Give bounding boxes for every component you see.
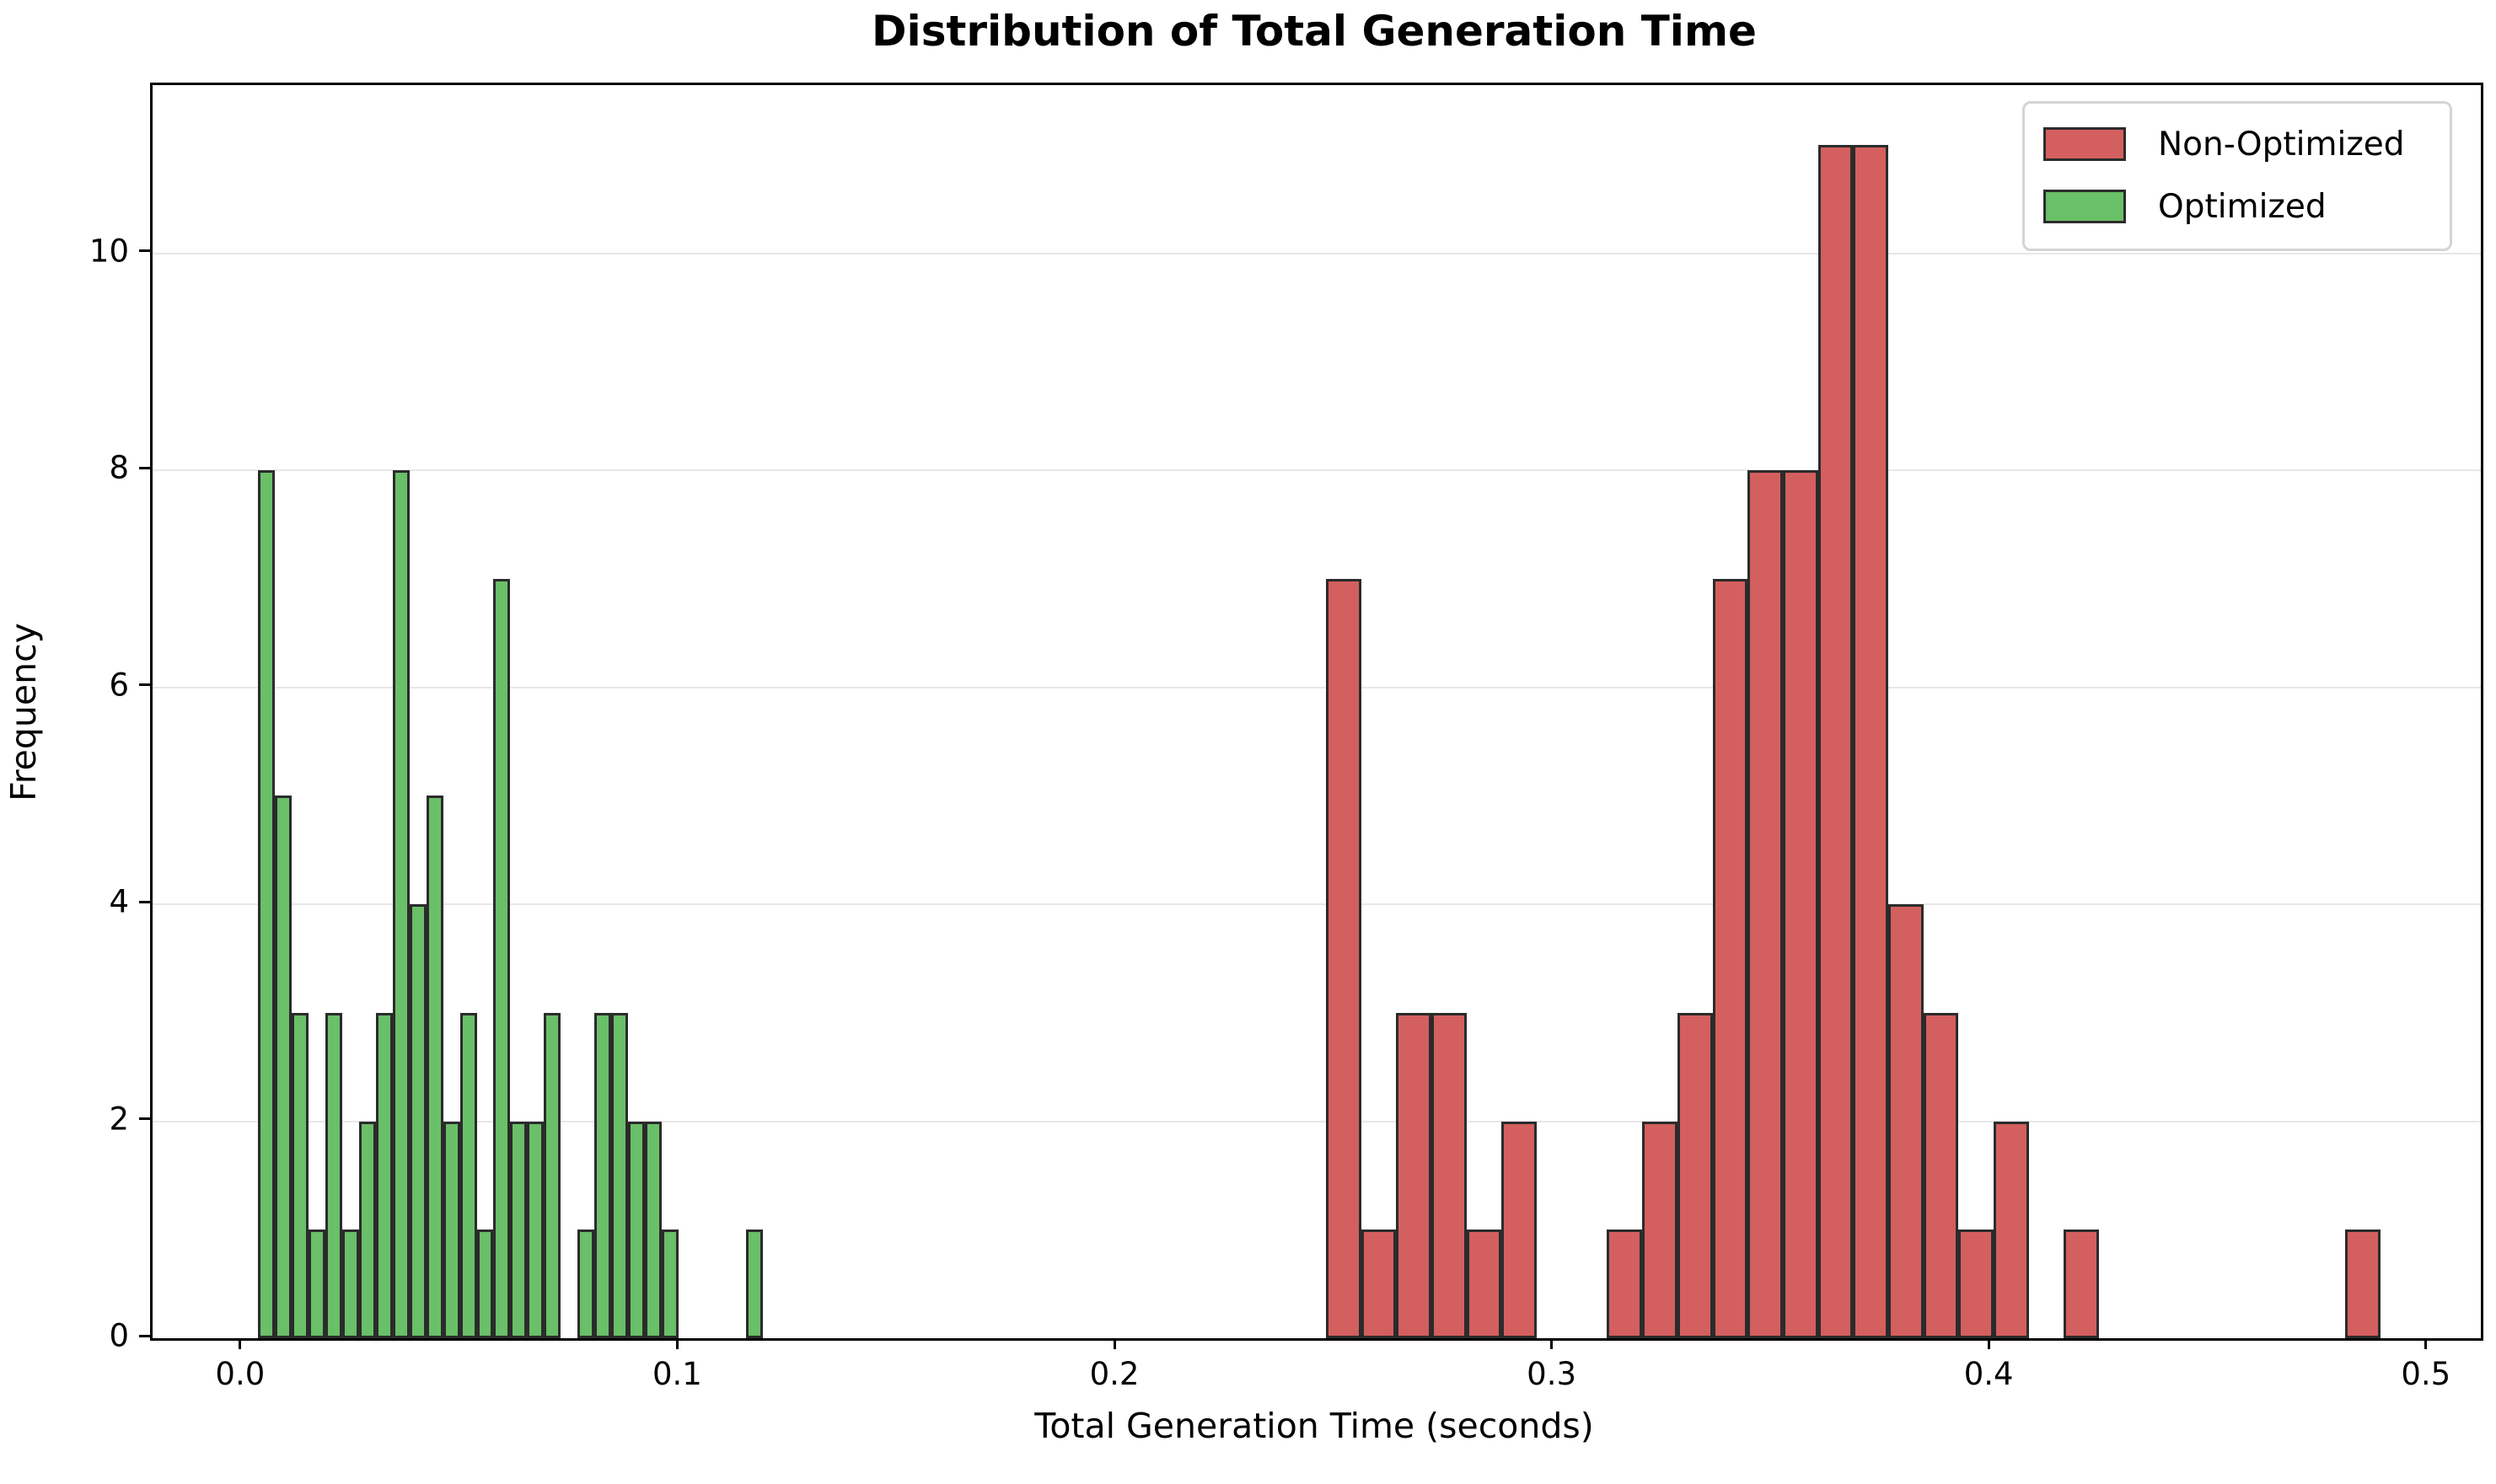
x-tick-0.0 — [239, 1338, 242, 1349]
hist-bar-optimized-20 — [594, 1012, 612, 1338]
x-tick-0.4 — [1987, 1338, 1990, 1349]
x-tick-0.5 — [2424, 1338, 2428, 1349]
hist-bar-non-optimized-3 — [1431, 1012, 1467, 1338]
x-axis-label: Total Generation Time (seconds) — [1034, 1406, 1594, 1446]
x-tick-label-0.5: 0.5 — [2401, 1356, 2451, 1392]
hist-bar-optimized-10 — [426, 796, 443, 1338]
hist-bar-non-optimized-4 — [1466, 1230, 1502, 1338]
hist-bar-optimized-22 — [628, 1121, 646, 1338]
y-tick-0 — [139, 1334, 150, 1337]
y-tick-label-10: 10 — [89, 233, 129, 270]
gridline-y-2 — [153, 1120, 2481, 1122]
hist-bar-optimized-24 — [662, 1230, 679, 1338]
hist-bar-non-optimized-15 — [1853, 144, 1888, 1338]
hist-bar-non-optimized-13 — [1782, 470, 1818, 1338]
hist-bar-optimized-0 — [257, 470, 275, 1338]
hist-bar-non-optimized-14 — [1817, 144, 1854, 1338]
y-tick-10 — [139, 249, 150, 253]
y-tick-label-0: 0 — [109, 1317, 129, 1354]
x-tick-0.1 — [675, 1338, 679, 1349]
hist-bar-non-optimized-16 — [1888, 904, 1924, 1338]
y-tick-label-4: 4 — [109, 883, 129, 920]
hist-bar-optimized-6 — [358, 1121, 376, 1338]
y-tick-6 — [139, 683, 150, 687]
hist-bar-non-optimized-10 — [1677, 1012, 1713, 1338]
hist-bar-optimized-5 — [341, 1230, 359, 1338]
x-tick-label-0.2: 0.2 — [1089, 1356, 1140, 1392]
hist-bar-non-optimized-12 — [1747, 470, 1783, 1338]
hist-bar-optimized-3 — [308, 1230, 325, 1338]
hist-bar-optimized-1 — [274, 796, 292, 1338]
x-tick-label-0.3: 0.3 — [1527, 1356, 1576, 1392]
legend-item-non-optimized: Non-Optimized — [2043, 117, 2433, 171]
hist-bar-optimized-2 — [291, 1012, 309, 1338]
hist-bar-optimized-23 — [645, 1121, 663, 1338]
chart-title: Distribution of Total Generation Time — [872, 7, 1757, 56]
hist-bar-optimized-14 — [493, 578, 511, 1338]
hist-bar-non-optimized-17 — [1923, 1012, 1959, 1338]
hist-bar-optimized-12 — [459, 1012, 477, 1338]
hist-bar-non-optimized-29 — [2345, 1230, 2381, 1338]
y-tick-2 — [139, 1117, 150, 1120]
gridline-y-6 — [153, 686, 2481, 688]
hist-bar-non-optimized-21 — [2064, 1230, 2100, 1338]
hist-bar-optimized-17 — [544, 1012, 561, 1338]
x-tick-label-0.0: 0.0 — [215, 1356, 266, 1392]
gridline-y-4 — [153, 903, 2481, 906]
y-tick-label-8: 8 — [109, 449, 129, 486]
plot-area — [150, 83, 2483, 1341]
hist-bar-non-optimized-5 — [1501, 1121, 1538, 1338]
hist-bar-non-optimized-2 — [1396, 1012, 1431, 1338]
hist-bar-non-optimized-0 — [1325, 578, 1361, 1338]
hist-bar-optimized-21 — [611, 1012, 629, 1338]
hist-bar-optimized-7 — [375, 1012, 393, 1338]
gridline-y-8 — [153, 469, 2481, 472]
hist-bar-optimized-15 — [510, 1121, 528, 1338]
legend-label: Optimized — [2158, 187, 2327, 226]
optimized-swatch — [2043, 190, 2126, 223]
hist-bar-non-optimized-18 — [1958, 1230, 1994, 1338]
hist-bar-optimized-8 — [392, 470, 410, 1338]
hist-bar-non-optimized-9 — [1642, 1121, 1677, 1338]
hist-bar-non-optimized-11 — [1712, 578, 1748, 1338]
hist-bar-non-optimized-8 — [1607, 1230, 1643, 1338]
legend: Non-Optimized Optimized — [2022, 101, 2452, 251]
y-tick-8 — [139, 466, 150, 469]
y-axis-label: Frequency — [3, 623, 44, 801]
x-tick-label-0.4: 0.4 — [1963, 1356, 2014, 1392]
y-tick-label-6: 6 — [109, 667, 129, 704]
y-tick-4 — [139, 900, 150, 903]
hist-bar-non-optimized-1 — [1361, 1230, 1397, 1338]
legend-label: Non-Optimized — [2158, 125, 2405, 163]
hist-bar-optimized-19 — [577, 1230, 595, 1338]
legend-item-optimized: Optimized — [2043, 179, 2433, 233]
hist-bar-optimized-13 — [476, 1230, 494, 1338]
hist-bar-optimized-4 — [325, 1012, 342, 1338]
x-tick-0.2 — [1113, 1338, 1116, 1349]
hist-bar-optimized-29 — [745, 1230, 763, 1338]
y-tick-label-2: 2 — [109, 1101, 129, 1137]
hist-bar-non-optimized-19 — [1994, 1121, 2029, 1338]
hist-bar-optimized-9 — [409, 904, 427, 1338]
x-tick-label-0.1: 0.1 — [652, 1356, 702, 1392]
gridline-y-10 — [153, 252, 2481, 254]
hist-bar-optimized-11 — [443, 1121, 460, 1338]
x-tick-0.3 — [1550, 1338, 1554, 1349]
hist-bar-optimized-16 — [527, 1121, 545, 1338]
non-optimized-swatch — [2043, 127, 2126, 161]
